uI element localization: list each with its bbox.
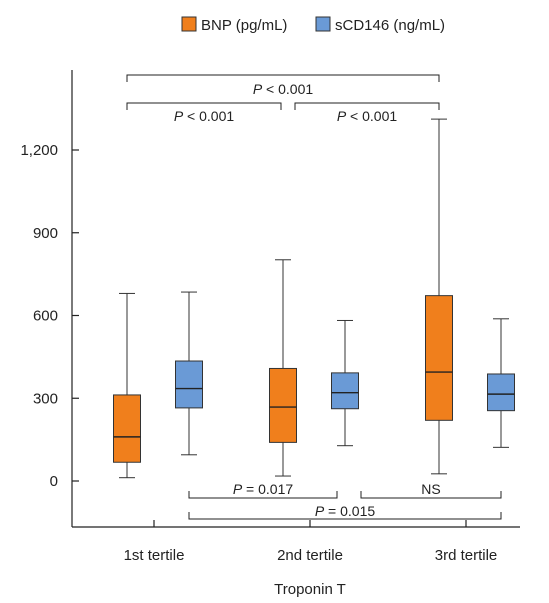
- legend-swatch-0: [181, 16, 197, 32]
- bracket-line: [188, 512, 502, 520]
- bracket-label: NS: [421, 481, 440, 497]
- bracket-label: P = 0.017: [233, 481, 294, 497]
- legend-swatch-1: [315, 16, 331, 32]
- bracket-label: P = 0.015: [315, 503, 376, 519]
- axes: 0 300 600 900 1,200 1st tertile 2nd tertile 3rd…: [20, 70, 520, 564]
- y-tick-label: 900: [33, 225, 58, 242]
- bracket-line: [360, 491, 502, 499]
- y-tick-label: 300: [33, 390, 58, 407]
- bracket-3: P = 0.017: [188, 481, 338, 499]
- iqr-box: [269, 367, 297, 443]
- plot-area: [113, 118, 515, 479]
- legend-label-0: BNP (pg/mL): [201, 17, 287, 34]
- box-1-0: [175, 291, 203, 456]
- bracket-label: P < 0.001: [174, 108, 235, 124]
- bracket-line: [188, 491, 338, 499]
- iqr-box: [175, 360, 203, 409]
- legend-label-1: sCD146 (ng/mL): [335, 17, 445, 34]
- bracket-0: P < 0.001: [126, 74, 440, 97]
- bracket-line: [294, 102, 440, 110]
- bracket-line: [126, 102, 282, 110]
- iqr-box: [331, 372, 359, 410]
- x-tick-label: 1st tertile: [124, 547, 185, 564]
- box-0-1: [269, 259, 297, 477]
- bracket-5: P = 0.015: [188, 503, 502, 520]
- y-tick-label: 0: [50, 473, 58, 490]
- box-1-1: [331, 319, 359, 447]
- x-axis-title: Troponin T: [274, 581, 346, 598]
- bracket-1: P < 0.001: [126, 102, 282, 124]
- box-1-2: [487, 318, 515, 448]
- iqr-box: [113, 394, 141, 463]
- bracket-label: P < 0.001: [337, 108, 398, 124]
- y-tick-label: 1,200: [20, 142, 58, 159]
- y-tick-label: 600: [33, 308, 58, 325]
- box-0-0: [113, 292, 141, 479]
- iqr-box: [487, 373, 515, 412]
- significance-annotations: P < 0.001 P < 0.001 P < 0.001 P = 0.017 NS P …: [126, 74, 502, 520]
- bracket-2: P < 0.001: [294, 102, 440, 124]
- bracket-line: [126, 74, 440, 82]
- bracket-4: NS: [360, 481, 502, 499]
- legend: BNP (pg/mL) sCD146 (ng/mL): [181, 16, 445, 34]
- iqr-box: [425, 295, 453, 421]
- bracket-label: P < 0.001: [253, 81, 314, 97]
- x-tick-label: 2nd tertile: [277, 547, 343, 564]
- box-0-2: [425, 118, 453, 475]
- x-tick-label: 3rd tertile: [435, 547, 498, 564]
